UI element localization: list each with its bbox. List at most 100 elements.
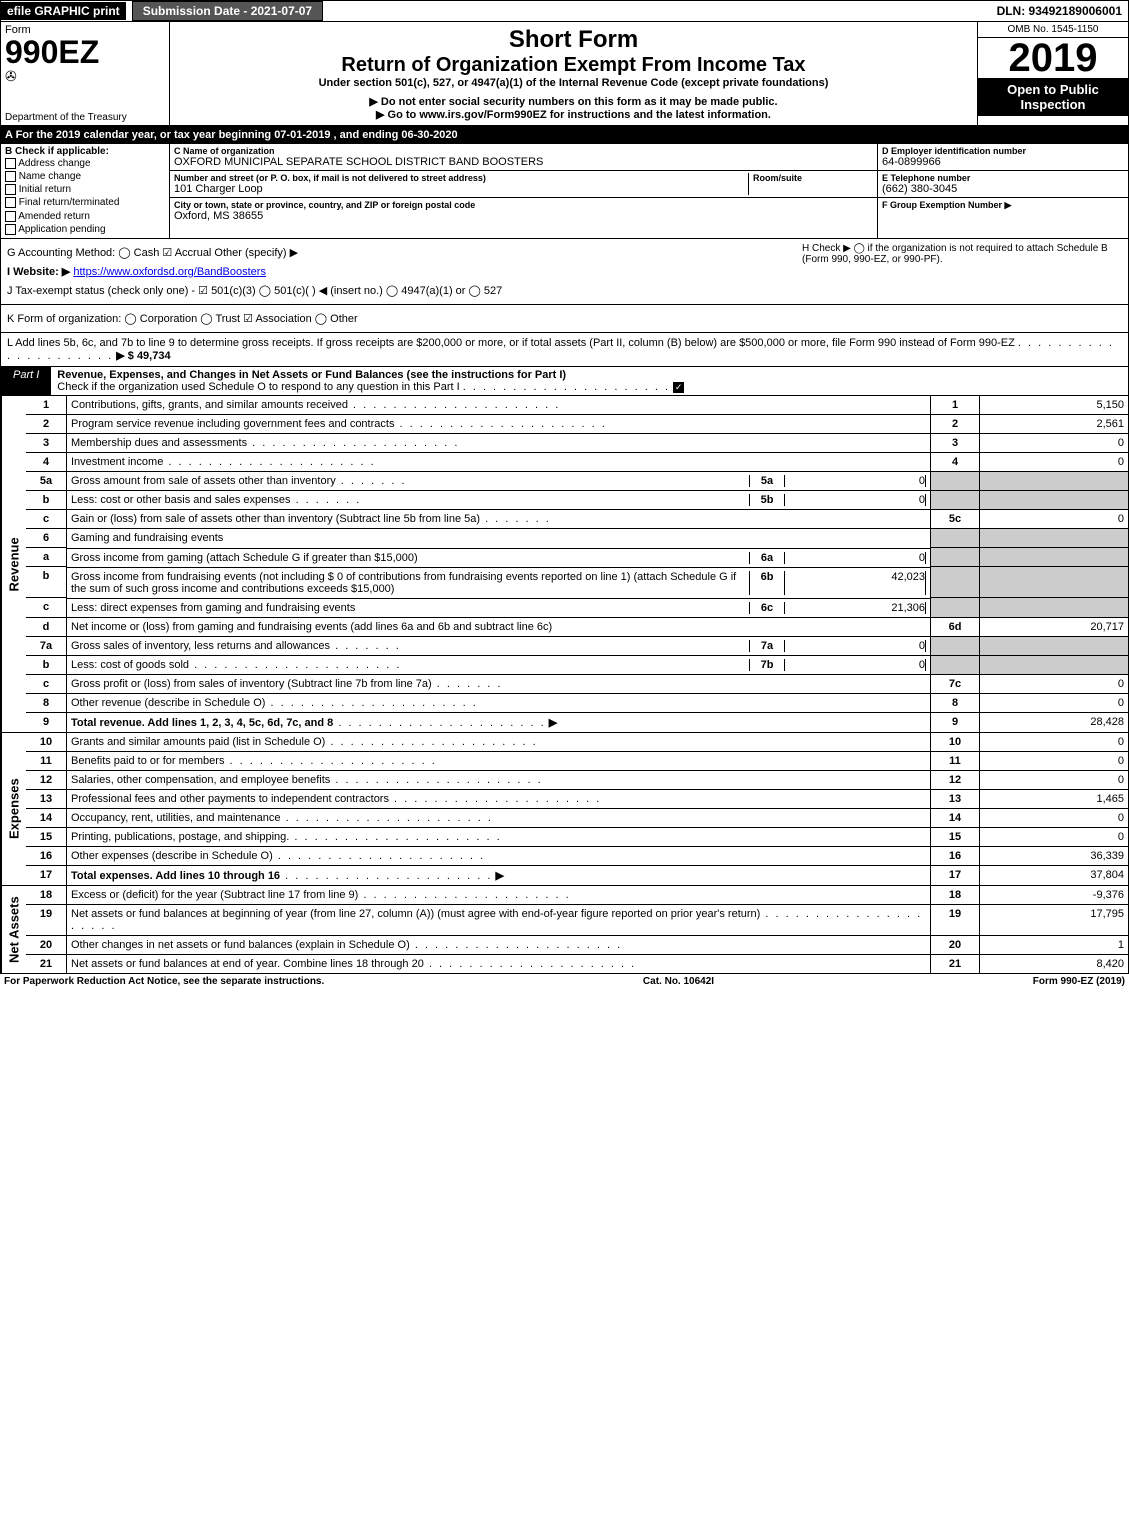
line-ref: 16 xyxy=(931,847,980,866)
line-num: c xyxy=(26,598,67,618)
mini-ref: 5b xyxy=(749,494,785,506)
mini-ref: 6a xyxy=(749,552,785,564)
i-website-label: I Website: ▶ xyxy=(7,266,70,278)
line-ref: 20 xyxy=(931,936,980,955)
line-val: 20,717 xyxy=(980,617,1129,636)
l-amount: ▶ $ 49,734 xyxy=(116,350,170,362)
part-1-header: Part I Revenue, Expenses, and Changes in… xyxy=(0,367,1129,396)
line-num: 9 xyxy=(26,713,67,733)
line-num: a xyxy=(26,548,67,567)
line-desc: Other expenses (describe in Schedule O) xyxy=(71,850,273,862)
h-schedule-b: H Check ▶ ◯ if the organization is not r… xyxy=(802,243,1122,265)
checkbox-address-change[interactable] xyxy=(5,158,16,169)
line-val: -9,376 xyxy=(980,886,1129,905)
line-ref: 12 xyxy=(931,771,980,790)
line-ref: 13 xyxy=(931,790,980,809)
info-l: L Add lines 5b, 6c, and 7b to line 9 to … xyxy=(0,333,1129,367)
checkbox-initial-return[interactable] xyxy=(5,184,16,195)
line-desc: Other changes in net assets or fund bala… xyxy=(71,939,410,951)
mini-ref: 7b xyxy=(749,659,785,671)
line-num: 15 xyxy=(26,828,67,847)
line-ref: 2 xyxy=(931,414,980,433)
mini-val: 0 xyxy=(785,552,926,564)
org-address: 101 Charger Loop xyxy=(174,183,748,195)
line-ref: 15 xyxy=(931,828,980,847)
line-desc: Gross sales of inventory, less returns a… xyxy=(71,640,330,652)
f-group-label: F Group Exemption Number ▶ xyxy=(882,200,1124,211)
expenses-vlabel: Expenses xyxy=(1,733,26,885)
part-1-checkbox[interactable]: ✓ xyxy=(673,382,684,393)
line-desc: Other revenue (describe in Schedule O) xyxy=(71,697,265,709)
line-num: 2 xyxy=(26,414,67,433)
submission-date-button[interactable]: Submission Date - 2021-07-07 xyxy=(132,1,323,21)
line-num: 20 xyxy=(26,936,67,955)
info-g-h: G Accounting Method: ◯ Cash ☑ Accrual Ot… xyxy=(0,239,1129,305)
line-num: 16 xyxy=(26,847,67,866)
line-num: 14 xyxy=(26,809,67,828)
mini-ref: 5a xyxy=(749,475,785,487)
row-a-tax-year: A For the 2019 calendar year, or tax yea… xyxy=(0,126,1129,144)
arrow-icon: ▶ xyxy=(549,717,557,729)
line-val: 5,150 xyxy=(980,396,1129,415)
line-num: b xyxy=(26,490,67,510)
line-desc: Benefits paid to or for members xyxy=(71,755,224,767)
mini-ref: 6b xyxy=(749,571,785,595)
checkbox-final-return[interactable] xyxy=(5,197,16,208)
l-text: L Add lines 5b, 6c, and 7b to line 9 to … xyxy=(7,337,1015,349)
mini-val: 0 xyxy=(785,659,926,671)
part-1-tab: Part I xyxy=(1,367,51,395)
net-assets-vlabel: Net Assets xyxy=(1,886,26,973)
line-desc: Membership dues and assessments xyxy=(71,437,247,449)
line-ref: 14 xyxy=(931,809,980,828)
check-if-applicable: B Check if applicable: Address change Na… xyxy=(1,144,170,238)
entity-block: B Check if applicable: Address change Na… xyxy=(0,144,1129,239)
form-header: Form 990EZ ✇ Department of the Treasury … xyxy=(0,22,1129,126)
arrow-icon: ▶ xyxy=(495,870,503,882)
d-ein-label: D Employer identification number xyxy=(882,146,1124,156)
line-num: c xyxy=(26,675,67,694)
line-val: 1,465 xyxy=(980,790,1129,809)
line-desc: Printing, publications, postage, and shi… xyxy=(71,831,289,843)
website-link[interactable]: https://www.oxfordsd.org/BandBoosters xyxy=(73,266,266,278)
room-label: Room/suite xyxy=(753,173,873,183)
line-val: 36,339 xyxy=(980,847,1129,866)
line-desc: Professional fees and other payments to … xyxy=(71,793,389,805)
ein-value: 64-0899966 xyxy=(882,156,1124,168)
part-1-title: Revenue, Expenses, and Changes in Net As… xyxy=(57,369,566,381)
revenue-vlabel: Revenue xyxy=(1,396,26,733)
line-ref: 6d xyxy=(931,617,980,636)
line-num: 12 xyxy=(26,771,67,790)
line-num: b xyxy=(26,655,67,675)
line-desc: Salaries, other compensation, and employ… xyxy=(71,774,330,786)
check-label: Application pending xyxy=(18,224,105,235)
efile-print-button[interactable]: efile GRAPHIC print xyxy=(1,2,126,20)
line-val: 0 xyxy=(980,771,1129,790)
k-form-org: K Form of organization: ◯ Corporation ◯ … xyxy=(7,309,1122,328)
line-desc: Gaming and fundraising events xyxy=(71,532,223,544)
expenses-section: Expenses 10Grants and similar amounts pa… xyxy=(0,733,1129,886)
line-val: 0 xyxy=(980,809,1129,828)
footer-right: Form 990-EZ (2019) xyxy=(1033,976,1125,987)
line-ref: 21 xyxy=(931,955,980,974)
checkbox-amended-return[interactable] xyxy=(5,211,16,222)
line-desc: Investment income xyxy=(71,456,163,468)
tax-year: 2019 xyxy=(978,38,1128,78)
checkbox-application-pending[interactable] xyxy=(5,224,16,235)
line-num: b xyxy=(26,567,67,598)
line-desc: Contributions, gifts, grants, and simila… xyxy=(71,399,348,411)
checkbox-name-change[interactable] xyxy=(5,171,16,182)
line-num: 8 xyxy=(26,694,67,713)
line-desc: Excess or (deficit) for the year (Subtra… xyxy=(71,889,358,901)
line-ref: 3 xyxy=(931,433,980,452)
line-val: 0 xyxy=(980,752,1129,771)
line-num: 6 xyxy=(26,529,67,548)
check-label: Initial return xyxy=(19,184,71,195)
line-ref: 9 xyxy=(931,713,980,733)
line-val: 0 xyxy=(980,675,1129,694)
mini-val: 0 xyxy=(785,640,926,652)
open-to-public: Open to Public Inspection xyxy=(978,78,1128,116)
footer-center: Cat. No. 10642I xyxy=(643,976,714,987)
line-desc: Gross income from gaming (attach Schedul… xyxy=(71,552,418,564)
line-num: 10 xyxy=(26,733,67,752)
line-desc: Total revenue. Add lines 1, 2, 3, 4, 5c,… xyxy=(71,717,333,729)
